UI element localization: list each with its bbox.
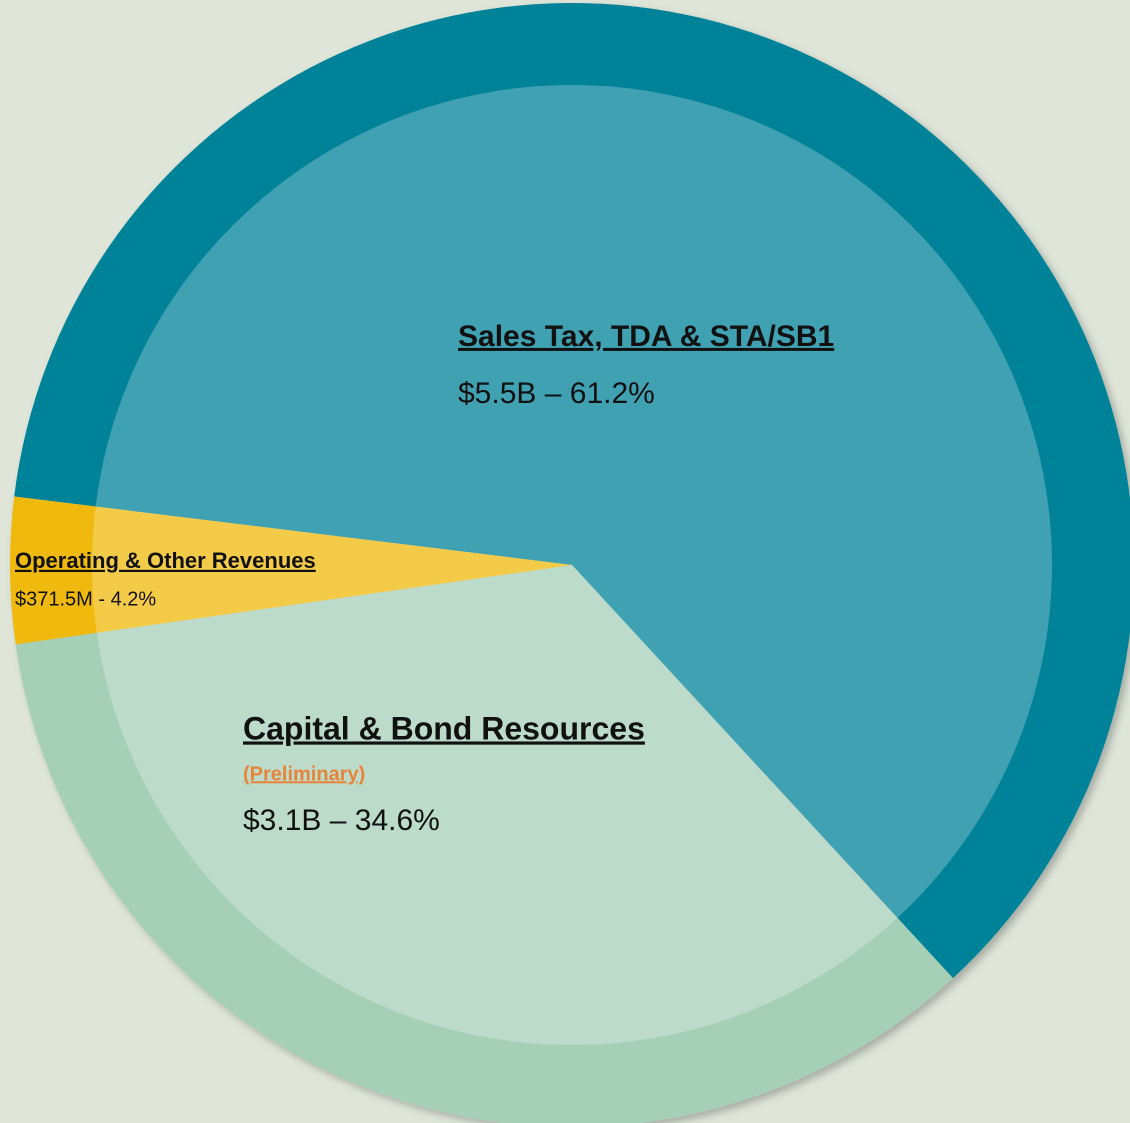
slice-value-label: $5.5B – 61.2%	[458, 377, 655, 410]
pie-slice	[14, 3, 1130, 979]
pie	[9, 3, 1130, 1123]
slice-name: Sales Tax, TDA & STA/SB1	[458, 320, 834, 353]
annotation: (Preliminary)	[243, 763, 365, 785]
slice-name: Capital & Bond Resources	[243, 710, 645, 746]
slice-value-label: $371.5M - 4.2%	[15, 588, 156, 610]
labels: Sales Tax, TDA & STA/SB1 $5.5B – 61.2% Cap…	[15, 320, 834, 837]
pie-slice	[15, 565, 953, 1123]
slice-value-label: $3.1B – 34.6%	[243, 804, 440, 837]
pie-slice	[9, 496, 572, 645]
slice-name: Operating & Other Revenues	[15, 548, 316, 573]
